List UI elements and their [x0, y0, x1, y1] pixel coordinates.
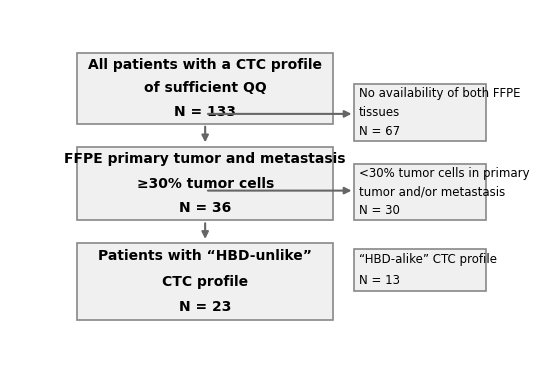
Text: N = 133: N = 133: [174, 105, 236, 119]
FancyBboxPatch shape: [77, 53, 333, 124]
Text: Patients with “HBD-unlike”: Patients with “HBD-unlike”: [98, 249, 312, 263]
Text: of sufficient QQ: of sufficient QQ: [144, 81, 267, 95]
Text: N = 30: N = 30: [359, 204, 399, 217]
Text: ≥30% tumor cells: ≥30% tumor cells: [136, 176, 274, 190]
Text: <30% tumor cells in primary: <30% tumor cells in primary: [359, 166, 529, 180]
FancyBboxPatch shape: [77, 146, 333, 220]
Text: All patients with a CTC profile: All patients with a CTC profile: [88, 58, 322, 72]
Text: N = 36: N = 36: [179, 201, 231, 215]
Text: CTC profile: CTC profile: [162, 275, 248, 289]
Text: tumor and/or metastasis: tumor and/or metastasis: [359, 186, 505, 199]
FancyBboxPatch shape: [354, 163, 486, 220]
Text: FFPE primary tumor and metastasis: FFPE primary tumor and metastasis: [64, 152, 346, 166]
Text: No availability of both FFPE: No availability of both FFPE: [359, 87, 520, 100]
FancyBboxPatch shape: [77, 243, 333, 320]
Text: N = 23: N = 23: [179, 300, 232, 314]
Text: “HBD-alike” CTC profile: “HBD-alike” CTC profile: [359, 253, 497, 266]
FancyBboxPatch shape: [354, 249, 486, 292]
Text: N = 13: N = 13: [359, 274, 400, 287]
FancyBboxPatch shape: [354, 84, 486, 141]
Text: tissues: tissues: [359, 106, 400, 119]
Text: N = 67: N = 67: [359, 125, 400, 138]
